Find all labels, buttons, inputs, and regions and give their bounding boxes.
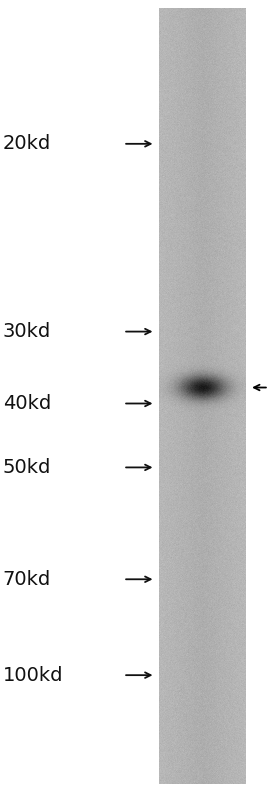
Text: 20kd: 20kd [3,134,51,153]
Text: WWW.PTGAE.COM: WWW.PTGAE.COM [71,301,91,530]
Text: 30kd: 30kd [3,322,51,341]
Text: 70kd: 70kd [3,570,51,589]
Text: 40kd: 40kd [3,394,51,413]
Text: 100kd: 100kd [3,666,63,685]
Text: 50kd: 50kd [3,458,51,477]
